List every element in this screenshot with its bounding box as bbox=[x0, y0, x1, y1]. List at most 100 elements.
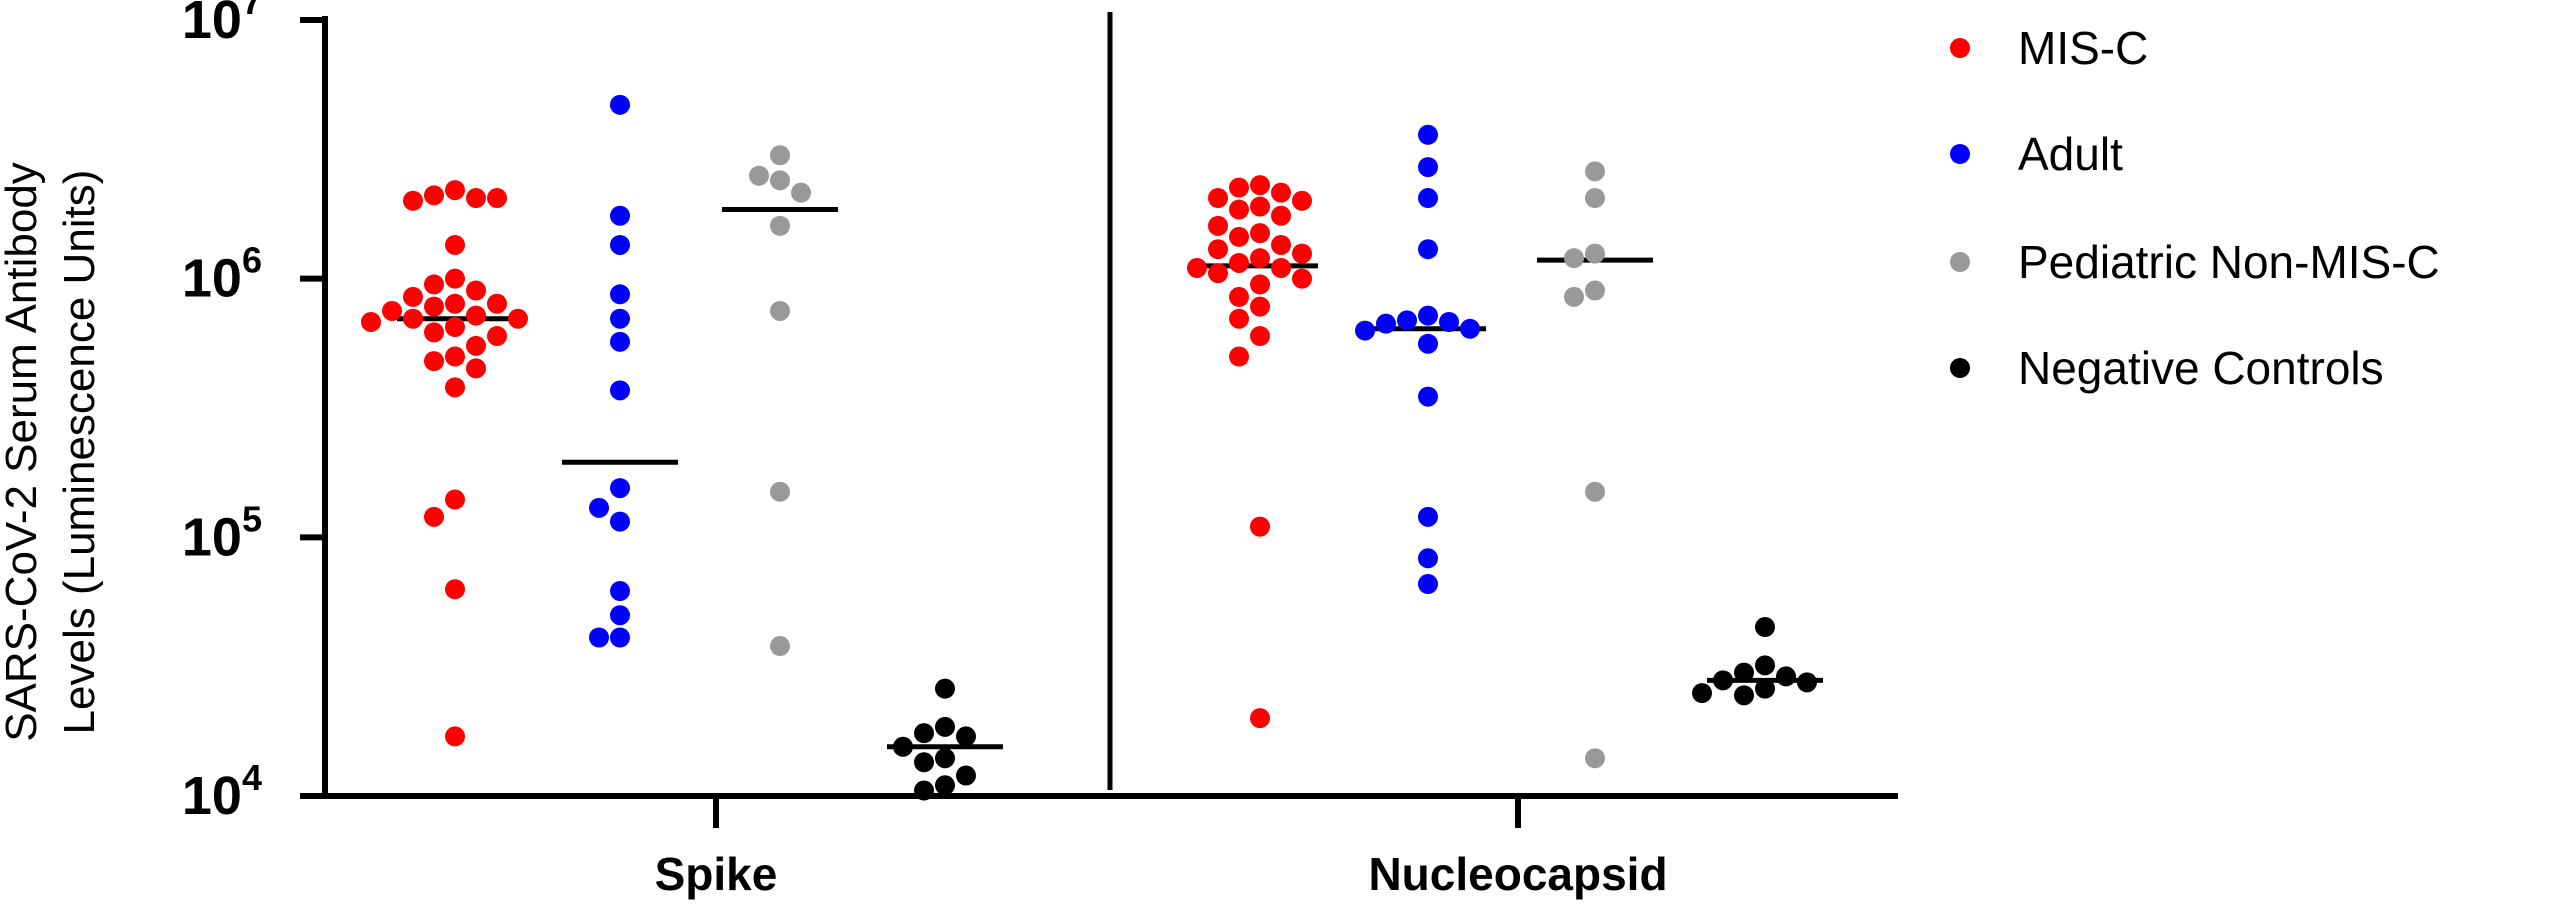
data-point bbox=[1271, 205, 1291, 226]
y-axis-label: SARS-CoV-2 Serum Antibody Levels (Lumine… bbox=[0, 162, 104, 742]
data-point bbox=[1208, 215, 1228, 236]
data-point bbox=[1229, 226, 1249, 247]
x-tick-label-nucleocapsid: Nucleocapsid bbox=[1368, 848, 1667, 900]
data-point bbox=[1271, 182, 1291, 203]
data-point bbox=[1418, 157, 1438, 178]
data-point bbox=[1418, 305, 1438, 326]
y-axis-label-line-1: SARS-CoV-2 Serum Antibody bbox=[0, 162, 46, 742]
data-point bbox=[610, 581, 630, 602]
data-point bbox=[487, 326, 507, 347]
data-point bbox=[466, 188, 486, 209]
data-point bbox=[424, 506, 444, 527]
data-point bbox=[1418, 386, 1438, 407]
legend-label: MIS-C bbox=[2018, 22, 2148, 74]
data-point bbox=[589, 497, 609, 518]
data-point bbox=[424, 274, 444, 295]
data-point bbox=[1250, 274, 1270, 295]
legend: MIS-C Adult Pediatric Non-MIS-C Negative Co… bbox=[1950, 22, 2440, 394]
data-point bbox=[1250, 296, 1270, 317]
data-point bbox=[1271, 234, 1291, 255]
data-point bbox=[1292, 243, 1312, 264]
data-point bbox=[770, 215, 790, 236]
data-point bbox=[487, 293, 507, 314]
data-point bbox=[610, 234, 630, 255]
data-point bbox=[466, 280, 486, 301]
data-point bbox=[610, 627, 630, 648]
data-point bbox=[610, 380, 630, 401]
data-point bbox=[893, 736, 913, 757]
data-point bbox=[1355, 320, 1375, 341]
data-point bbox=[1585, 243, 1605, 264]
data-point bbox=[1734, 685, 1754, 706]
data-point bbox=[445, 268, 465, 289]
data-point bbox=[403, 286, 423, 307]
data-point bbox=[403, 190, 423, 211]
data-points bbox=[361, 94, 1817, 801]
data-point bbox=[424, 185, 444, 206]
data-point bbox=[466, 305, 486, 326]
data-point bbox=[935, 678, 955, 699]
data-point bbox=[1250, 708, 1270, 729]
data-point bbox=[1229, 252, 1249, 273]
data-point bbox=[445, 317, 465, 338]
data-point bbox=[1713, 670, 1733, 691]
data-point bbox=[1564, 286, 1584, 307]
data-point bbox=[1397, 310, 1417, 331]
data-point bbox=[935, 748, 955, 769]
data-point bbox=[361, 311, 381, 332]
data-point bbox=[1585, 188, 1605, 209]
data-point bbox=[770, 145, 790, 166]
data-point bbox=[1585, 161, 1605, 182]
data-point bbox=[589, 627, 609, 648]
data-point bbox=[445, 234, 465, 255]
data-point bbox=[1229, 286, 1249, 307]
data-point bbox=[1564, 248, 1584, 269]
data-point bbox=[791, 182, 811, 203]
y-tick-label: 107 bbox=[182, 0, 262, 50]
data-point bbox=[1797, 672, 1817, 693]
data-point bbox=[1250, 248, 1270, 269]
data-point bbox=[445, 377, 465, 398]
data-point bbox=[382, 300, 402, 321]
data-point bbox=[610, 94, 630, 115]
data-point bbox=[1418, 548, 1438, 569]
data-point bbox=[770, 170, 790, 191]
data-point bbox=[1418, 239, 1438, 260]
data-point bbox=[445, 346, 465, 367]
data-point bbox=[935, 716, 955, 737]
data-point bbox=[935, 775, 955, 796]
data-point bbox=[1776, 666, 1796, 687]
data-point bbox=[956, 765, 976, 786]
y-tick-label: 105 bbox=[182, 498, 262, 567]
data-point bbox=[487, 188, 507, 209]
data-point bbox=[445, 489, 465, 510]
legend-marker bbox=[1950, 252, 1970, 272]
data-point bbox=[770, 300, 790, 321]
data-point bbox=[1229, 308, 1249, 329]
data-point bbox=[424, 351, 444, 372]
data-point bbox=[1250, 196, 1270, 217]
legend-label: Adult bbox=[2018, 128, 2123, 180]
data-point bbox=[1292, 190, 1312, 211]
data-point bbox=[1208, 188, 1228, 209]
data-point bbox=[424, 296, 444, 317]
x-tick-label-spike: Spike bbox=[655, 848, 778, 900]
legend-marker bbox=[1950, 144, 1970, 164]
data-point bbox=[466, 358, 486, 379]
data-point bbox=[1250, 516, 1270, 537]
x-axis-ticks: Spike Nucleocapsid bbox=[655, 796, 1668, 900]
data-point bbox=[1250, 175, 1270, 196]
y-axis-ticks: 104 105 106 107 bbox=[182, 0, 325, 826]
data-point bbox=[610, 284, 630, 305]
data-point bbox=[466, 335, 486, 356]
data-point bbox=[610, 205, 630, 226]
data-point bbox=[1460, 318, 1480, 339]
data-point bbox=[1585, 748, 1605, 769]
data-point bbox=[1229, 177, 1249, 198]
data-point bbox=[610, 331, 630, 352]
data-point bbox=[1585, 481, 1605, 502]
data-point bbox=[508, 308, 528, 329]
data-point bbox=[1439, 311, 1459, 332]
data-point bbox=[1418, 506, 1438, 527]
data-point bbox=[1229, 199, 1249, 220]
